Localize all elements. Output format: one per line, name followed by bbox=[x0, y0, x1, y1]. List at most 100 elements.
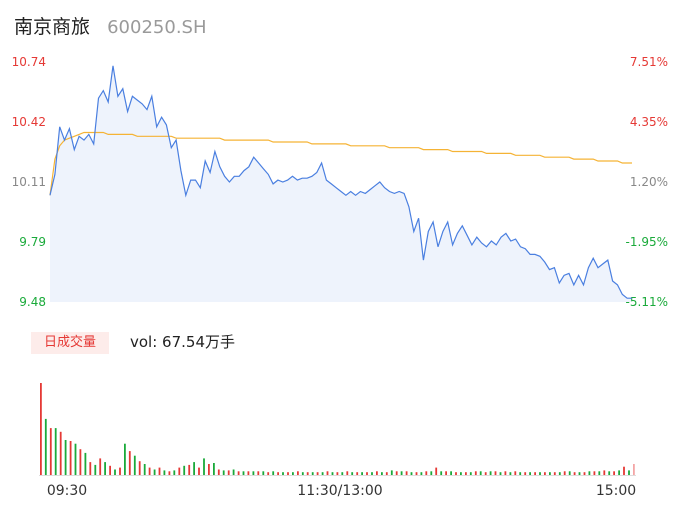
volume-bar bbox=[272, 471, 275, 475]
volume-bar bbox=[40, 383, 42, 475]
volume-bar bbox=[242, 471, 245, 475]
volume-bar bbox=[361, 472, 363, 475]
volume-bar bbox=[519, 472, 522, 475]
volume-bar bbox=[282, 472, 284, 475]
price-series bbox=[49, 65, 632, 299]
volume-bar bbox=[573, 472, 576, 475]
percent-tick-label: 7.51% bbox=[630, 55, 668, 69]
volume-bar bbox=[435, 467, 438, 475]
volume-bar bbox=[534, 472, 536, 475]
percent-tick-label: 1.20% bbox=[630, 175, 668, 189]
volume-bar bbox=[114, 469, 116, 475]
volume-bar bbox=[287, 472, 289, 475]
volume-bar bbox=[321, 472, 324, 475]
volume-bar bbox=[385, 472, 388, 475]
price-tick-label: 10.11 bbox=[12, 175, 46, 189]
volume-bar bbox=[133, 455, 136, 475]
volume-bar bbox=[109, 465, 111, 475]
volume-bar bbox=[84, 452, 87, 475]
volume-bar bbox=[568, 471, 571, 475]
volume-bar bbox=[49, 428, 52, 475]
volume-bar bbox=[395, 471, 398, 475]
percent-tick-label: -5.11% bbox=[626, 295, 668, 309]
volume-bar bbox=[158, 467, 161, 475]
percent-tick-label: -1.95% bbox=[626, 235, 668, 249]
volume-bar bbox=[420, 472, 423, 475]
volume-bar bbox=[297, 471, 299, 475]
volume-bar bbox=[430, 471, 433, 475]
volume-bars bbox=[39, 383, 636, 476]
volume-bar bbox=[74, 443, 77, 475]
volume-bar bbox=[316, 472, 319, 475]
volume-bar bbox=[213, 463, 215, 475]
price-area bbox=[50, 65, 632, 302]
percent-axis: 7.51% 4.35% 1.20% -1.95% -5.11% bbox=[626, 55, 668, 309]
volume-bar bbox=[104, 462, 106, 475]
volume-bar bbox=[341, 472, 344, 475]
volume-bar bbox=[524, 472, 527, 475]
volume-bar bbox=[59, 431, 62, 475]
volume-bar bbox=[544, 472, 546, 475]
volume-bar bbox=[232, 469, 235, 475]
volume-bar bbox=[148, 467, 151, 475]
volume-bar bbox=[608, 471, 611, 475]
price-axis: 10.74 10.42 10.11 9.79 9.48 bbox=[12, 55, 46, 309]
volume-bar bbox=[331, 472, 334, 475]
volume-bar bbox=[203, 458, 205, 475]
volume-bar bbox=[563, 471, 566, 475]
volume-bar bbox=[54, 428, 57, 475]
price-tick-label: 10.42 bbox=[12, 115, 46, 129]
time-tick-label: 15:00 bbox=[596, 483, 636, 499]
volume-bar bbox=[460, 472, 462, 475]
volume-bar bbox=[484, 472, 487, 475]
volume-bar bbox=[237, 471, 240, 475]
volume-bar bbox=[227, 470, 230, 475]
volume-bar bbox=[178, 467, 181, 475]
volume-bar bbox=[618, 470, 620, 475]
volume-bar bbox=[400, 471, 403, 475]
volume-bar bbox=[623, 466, 625, 475]
volume-summary: vol: 67.54万手 bbox=[130, 333, 235, 351]
time-tick-label: 09:30 bbox=[47, 483, 87, 499]
volume-bar bbox=[222, 470, 225, 475]
volume-bar bbox=[381, 472, 383, 475]
volume-bar bbox=[99, 458, 102, 475]
volume-bar bbox=[514, 471, 517, 475]
volume-bar bbox=[94, 464, 97, 475]
volume-period-badge[interactable]: 日成交量 bbox=[31, 332, 109, 354]
volume-bar bbox=[479, 471, 482, 475]
volume-bar bbox=[440, 471, 443, 475]
volume-bar bbox=[588, 471, 591, 475]
volume-bar bbox=[163, 470, 166, 475]
volume-bar bbox=[474, 471, 477, 475]
volume-bar bbox=[494, 471, 497, 475]
volume-bar bbox=[613, 471, 615, 475]
volume-bar bbox=[489, 471, 492, 475]
volume-bar bbox=[292, 472, 294, 475]
volume-bar bbox=[173, 470, 176, 475]
volume-bar bbox=[306, 472, 309, 475]
volume-bar bbox=[217, 469, 220, 475]
volume-bar bbox=[465, 472, 467, 475]
volume-bar bbox=[628, 470, 630, 475]
volume-bar bbox=[267, 472, 270, 475]
volume-bar bbox=[450, 471, 452, 475]
volume-bar bbox=[188, 464, 191, 475]
price-area-fill bbox=[50, 65, 632, 302]
volume-bar bbox=[247, 471, 250, 475]
percent-tick-label: 4.35% bbox=[630, 115, 668, 129]
volume-bar bbox=[390, 470, 393, 475]
volume-bar bbox=[64, 440, 67, 475]
volume-bar bbox=[499, 472, 502, 475]
volume-bar bbox=[138, 461, 141, 475]
stock-code: 600250.SH bbox=[107, 17, 207, 38]
volume-bar bbox=[356, 472, 359, 475]
stock-header: 南京商旅 600250.SH bbox=[14, 12, 207, 40]
volume-bar bbox=[469, 472, 472, 475]
volume-bar bbox=[553, 472, 556, 475]
time-tick-label: 11:30/13:00 bbox=[297, 483, 382, 499]
volume-bar bbox=[44, 418, 47, 475]
volume-bar bbox=[79, 449, 82, 475]
volume-bar bbox=[603, 470, 606, 475]
